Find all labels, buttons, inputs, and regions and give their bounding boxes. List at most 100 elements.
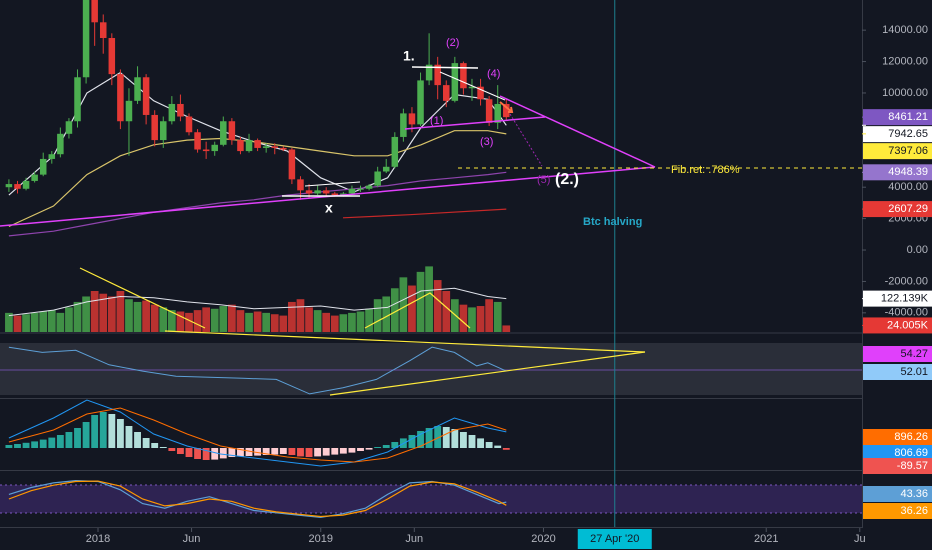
volume-tag-bg — [863, 290, 932, 307]
candle-body — [74, 77, 81, 122]
macd-histogram-bar — [74, 428, 81, 448]
macd-histogram-bar — [237, 448, 244, 457]
candle-body — [331, 193, 339, 196]
volume-bar — [176, 311, 185, 332]
volume-bar — [408, 285, 416, 332]
macd-histogram-bar — [434, 426, 442, 448]
volume-bar — [82, 296, 90, 332]
macd-histogram-bar — [365, 448, 373, 450]
volume-bar — [39, 311, 48, 332]
volume-bar — [416, 271, 425, 332]
macd-histogram-bar — [14, 444, 21, 448]
volume-bar — [322, 312, 331, 332]
volume-bar — [159, 307, 168, 332]
rsi-tag-bg — [863, 346, 932, 362]
candle-body — [99, 22, 107, 39]
macd-histogram-bar — [65, 432, 73, 448]
macd-histogram-bar — [168, 448, 176, 451]
time-axis-bg — [0, 528, 932, 550]
volume-bar — [210, 308, 219, 332]
volume-bar — [47, 310, 56, 332]
candle-body — [391, 136, 399, 167]
macd-histogram-bar — [39, 439, 47, 448]
price-tag: 2607.29 — [888, 203, 928, 215]
volume-bar — [305, 307, 313, 332]
y-tick-label: 14000.00 — [882, 24, 928, 36]
macd-tag-bg — [863, 458, 932, 474]
candle-body — [288, 149, 296, 180]
macd-tag-bg — [863, 445, 932, 461]
rsi-tag: 52.01 — [900, 366, 928, 378]
price-tag-bg — [863, 164, 932, 181]
macd-histogram-bar — [485, 442, 493, 448]
range-box — [304, 181, 361, 187]
macd-histogram-bar — [391, 442, 399, 448]
macd-histogram-bar — [48, 437, 56, 448]
candle-body — [382, 166, 390, 172]
wave-label: (2.) — [555, 171, 579, 188]
candle-body — [357, 188, 364, 190]
macd-line — [8, 407, 507, 463]
x-tick-label: 2020 — [531, 533, 555, 545]
candle-body — [374, 171, 381, 186]
candle-body — [468, 86, 476, 89]
y-tick-label: 4000.00 — [888, 181, 928, 193]
candle-body — [82, 0, 90, 78]
macd-histogram-bar — [176, 448, 184, 454]
price-tag: 7397.06 — [888, 145, 928, 157]
candle-body — [434, 64, 441, 86]
volume-bar — [202, 307, 211, 332]
trendline — [404, 116, 546, 130]
candle-body — [237, 140, 244, 152]
volume-bar — [116, 291, 125, 332]
macd-histogram-bar — [185, 448, 193, 457]
candle-body — [168, 103, 176, 122]
y-tick-label: 0.00 — [907, 244, 928, 256]
macd-histogram-bar — [159, 447, 167, 448]
volume-bar — [270, 314, 279, 332]
macd-histogram-bar — [451, 429, 459, 448]
price-tag-bg — [863, 126, 932, 143]
volume-bar — [253, 311, 262, 332]
volume-bar — [459, 304, 468, 332]
macd-histogram-bar — [31, 441, 39, 448]
macd-histogram-bar — [142, 438, 150, 448]
volume-bar — [356, 311, 365, 332]
candle-body — [91, 0, 98, 23]
price-tag: 7942.65 — [888, 128, 928, 140]
macd-histogram-bar — [408, 435, 416, 448]
moving-average — [342, 208, 507, 219]
candle-body — [365, 185, 373, 189]
volume-bar — [493, 301, 502, 332]
candle-body — [142, 77, 150, 115]
stoch-tag: 36.26 — [900, 505, 928, 517]
volume-bar — [296, 299, 305, 332]
macd-histogram-bar — [262, 448, 270, 455]
macd-layer — [5, 399, 510, 467]
volume-trendline — [364, 292, 471, 329]
macd-histogram-bar — [468, 435, 476, 448]
candle-body — [262, 146, 270, 148]
volume-bar — [185, 312, 193, 332]
candle-body — [417, 80, 424, 125]
volume-bar — [219, 306, 228, 332]
volume-bar — [433, 280, 442, 332]
x-tick-label: 2019 — [309, 533, 333, 545]
candle-body — [451, 63, 459, 101]
event-label: Btc halving — [583, 216, 642, 228]
volume-bar — [390, 288, 399, 332]
candle-body — [31, 174, 38, 181]
candle-body — [245, 140, 253, 152]
macd-histogram-bar — [297, 448, 304, 457]
macd-histogram-bar — [459, 432, 467, 448]
volume-bar — [382, 296, 391, 332]
candle-body — [151, 114, 158, 141]
macd-histogram-bar — [417, 431, 424, 448]
rsi-trendline — [164, 330, 646, 353]
rsi-layer — [8, 346, 507, 395]
volume-bar — [125, 299, 133, 332]
candle-body — [125, 100, 133, 122]
volume-bar — [193, 310, 202, 332]
volume-bar — [365, 308, 373, 332]
rsi-tag-bg — [863, 364, 932, 380]
